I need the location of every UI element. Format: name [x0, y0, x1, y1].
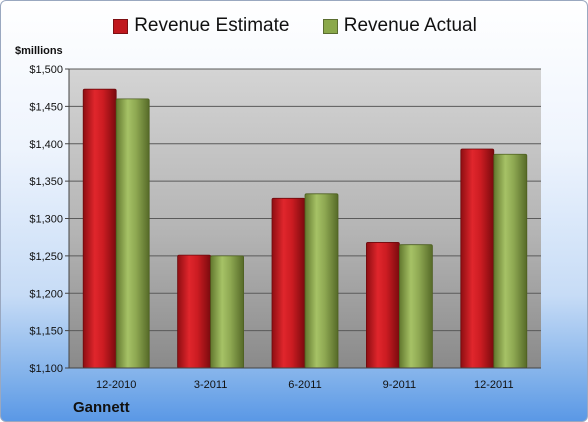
- y-tick-label: $1,450: [29, 101, 63, 113]
- y-tick-label: $1,500: [29, 64, 63, 76]
- x-tick-label: 12-2010: [96, 379, 136, 391]
- legend-label-estimate: Revenue Estimate: [134, 15, 290, 36]
- legend-item-estimate: Revenue Estimate: [113, 15, 289, 37]
- x-tick-label: 9-2011: [383, 379, 416, 391]
- y-tick-label: $1,100: [29, 363, 63, 375]
- y-axis-units-label: $millions: [15, 45, 63, 57]
- bar-actual: [398, 244, 433, 369]
- x-tick-label: 12-2011: [474, 379, 514, 391]
- bar-actual: [210, 255, 245, 369]
- x-tick-label: 3-2011: [194, 379, 227, 391]
- bar-actual: [115, 98, 150, 369]
- legend: Revenue Estimate Revenue Actual: [1, 15, 587, 40]
- y-tick-label: $1,200: [29, 288, 63, 300]
- bar-estimate: [82, 88, 117, 369]
- company-label: Gannett: [73, 399, 130, 416]
- bar-estimate: [271, 197, 306, 369]
- legend-item-actual: Revenue Actual: [322, 15, 477, 37]
- bar-actual: [493, 153, 528, 369]
- y-tick-label: $1,150: [29, 326, 63, 338]
- bar-estimate: [460, 148, 495, 369]
- legend-swatch-actual: [322, 18, 338, 34]
- legend-swatch-estimate: [113, 18, 129, 34]
- y-tick-label: $1,400: [29, 139, 63, 151]
- x-tick-label: 6-2011: [288, 379, 321, 391]
- bar-actual: [304, 193, 339, 369]
- y-tick-label: $1,350: [29, 176, 63, 188]
- y-tick-label: $1,250: [29, 251, 63, 263]
- y-tick-label: $1,300: [29, 214, 63, 226]
- legend-label-actual: Revenue Actual: [343, 15, 477, 36]
- bar-estimate: [177, 254, 212, 369]
- bar-estimate: [365, 242, 400, 369]
